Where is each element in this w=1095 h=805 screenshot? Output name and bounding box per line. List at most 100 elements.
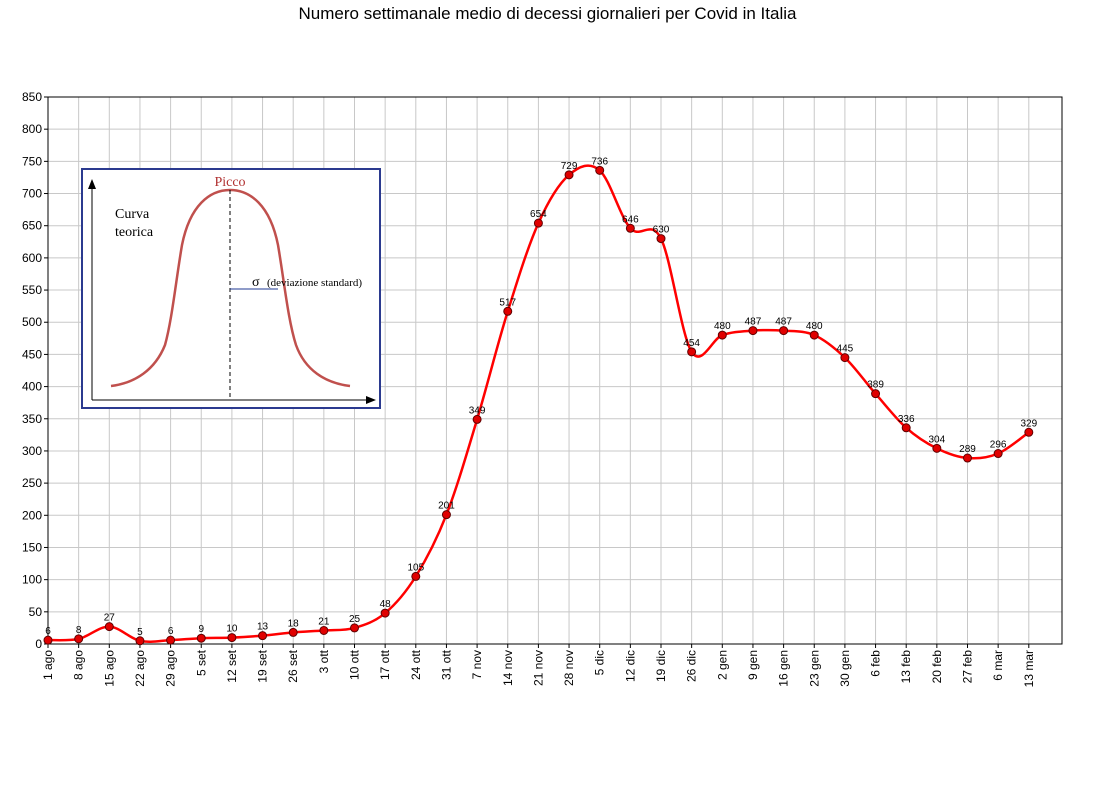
data-point <box>625 223 635 233</box>
data-point <box>809 330 819 340</box>
data-point <box>472 414 482 424</box>
data-point <box>871 389 881 399</box>
y-tick-label: 400 <box>22 380 42 394</box>
data-label: 336 <box>898 414 915 425</box>
data-label: 736 <box>591 156 608 167</box>
x-tick-label: 2 gen <box>715 650 729 680</box>
data-point <box>717 330 727 340</box>
x-tick-label: 21 nov <box>531 650 545 686</box>
inset-theoretical-curve: Picco Curva teorica σ (deviazione standa… <box>81 168 381 409</box>
data-point <box>74 634 84 644</box>
x-tick-label: 7 nov <box>470 650 484 679</box>
y-tick-label: 650 <box>22 219 42 233</box>
data-point <box>166 635 176 645</box>
y-tick-label: 700 <box>22 187 42 201</box>
data-label: 9 <box>198 624 204 635</box>
x-tick-label: 5 dic <box>593 650 607 675</box>
chart-title: Numero settimanale medio di decessi gior… <box>298 4 797 23</box>
data-label: 21 <box>318 616 330 627</box>
data-point <box>932 443 942 453</box>
x-tick-label: 30 gen <box>838 650 852 687</box>
y-tick-label: 100 <box>22 573 42 587</box>
x-tick-label: 12 dic <box>623 650 637 682</box>
data-points <box>43 165 1034 646</box>
y-tick-label: 850 <box>22 90 42 104</box>
x-tick-label: 23 gen <box>807 650 821 687</box>
x-axis-ticks: 1 ago 8 ago 15 ago 22 ago 29 ago 5 set 12 set 1… <box>41 644 1036 687</box>
x-tick-label: 14 nov <box>501 650 515 686</box>
x-tick-label: 20 feb <box>930 650 944 684</box>
data-point <box>901 423 911 433</box>
x-tick-label: 27 feb <box>961 650 975 684</box>
x-tick-label: 15 ago <box>102 650 116 687</box>
inset-ylabel-line2: teorica <box>115 225 154 240</box>
data-point <box>1024 427 1034 437</box>
data-label: 105 <box>407 562 424 573</box>
data-point <box>411 571 421 581</box>
x-tick-label: 1 ago <box>41 650 55 680</box>
data-point <box>840 353 850 363</box>
data-label: 6 <box>45 626 51 637</box>
data-point <box>196 633 206 643</box>
data-label: 25 <box>349 614 361 625</box>
data-label: 329 <box>1020 418 1037 429</box>
x-tick-label: 12 set <box>225 649 239 682</box>
y-tick-label: 300 <box>22 444 42 458</box>
series-line <box>47 164 1030 643</box>
data-label: 389 <box>867 380 884 391</box>
x-tick-label: 3 ott <box>317 649 331 673</box>
data-label: 201 <box>438 501 455 512</box>
inset-sigma-symbol: σ <box>252 275 260 290</box>
x-tick-label: 10 ott <box>348 649 362 680</box>
x-tick-label: 9 gen <box>746 650 760 680</box>
x-tick-label: 13 feb <box>899 650 913 684</box>
data-label: 349 <box>469 405 486 416</box>
data-point <box>748 326 758 336</box>
data-label: 630 <box>653 225 670 236</box>
y-tick-label: 250 <box>22 476 42 490</box>
x-tick-label: 26 dic <box>685 650 699 682</box>
data-label: 48 <box>380 599 392 610</box>
x-tick-label: 17 ott <box>378 649 392 680</box>
y-axis-ticks: 0 50 100 150 200 250 300 350 400 450 500 550 600 650 7… <box>22 90 48 651</box>
data-point <box>503 306 513 316</box>
data-label: 487 <box>775 317 792 328</box>
y-tick-label: 550 <box>22 283 42 297</box>
data-label: 296 <box>990 440 1007 451</box>
inset-sigma-label: (deviazione standard) <box>267 277 362 289</box>
x-tick-label: 31 ott <box>439 649 453 680</box>
x-tick-label: 8 ago <box>72 650 86 680</box>
x-tick-label: 28 nov <box>562 650 576 686</box>
x-tick-label: 13 mar <box>1022 650 1036 687</box>
data-label: 729 <box>561 161 578 172</box>
data-point <box>288 627 298 637</box>
data-label: 289 <box>959 444 976 455</box>
data-point <box>43 635 53 645</box>
data-label: 646 <box>622 214 639 225</box>
data-point <box>564 170 574 180</box>
data-label: 304 <box>929 434 946 445</box>
x-tick-label: 6 feb <box>869 650 883 677</box>
data-point <box>533 218 543 228</box>
plot-frame <box>47 96 1063 645</box>
data-point <box>227 633 237 643</box>
data-label: 445 <box>837 344 854 355</box>
y-tick-label: 600 <box>22 251 42 265</box>
y-tick-label: 800 <box>22 122 42 136</box>
x-tick-label: 29 ago <box>164 650 178 687</box>
x-tick-label: 6 mar <box>991 650 1005 681</box>
x-tick-label: 5 set <box>194 649 208 676</box>
y-tick-label: 150 <box>22 540 42 554</box>
data-label: 654 <box>530 209 547 220</box>
data-point <box>595 165 605 175</box>
y-tick-label: 50 <box>29 605 43 619</box>
data-label: 6 <box>168 626 174 637</box>
data-label: 13 <box>257 622 269 633</box>
data-labels: 6 8 27 5 6 9 10 13 18 21 25 48 105 201 349 517 654 729 736… <box>45 156 1037 637</box>
inset-y-arrow-icon <box>88 179 96 189</box>
data-point <box>779 326 789 336</box>
data-point <box>104 622 114 632</box>
x-tick-label: 24 ott <box>409 649 423 680</box>
data-label: 18 <box>288 618 300 629</box>
